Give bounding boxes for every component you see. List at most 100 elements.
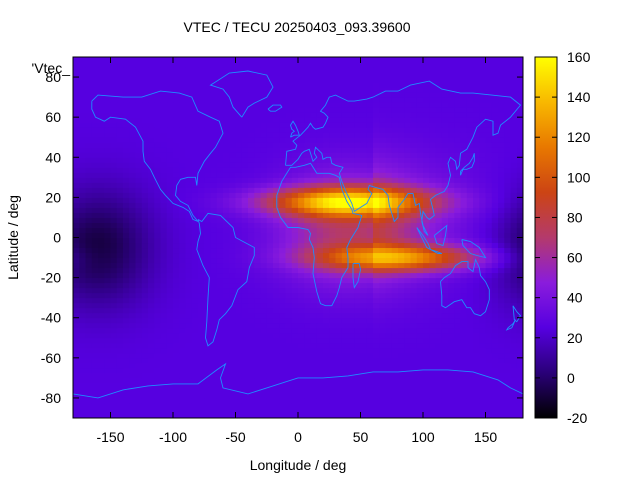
heatmap-cell [279,147,286,153]
heatmap-cell [429,262,436,269]
heatmap-cell [310,147,318,153]
heatmap-cell [429,272,436,279]
heatmap-cell [460,177,468,183]
heatmap-cell [273,382,280,389]
heatmap-cell [304,272,311,279]
heatmap-cell [260,212,268,218]
heatmap-cell [254,307,261,314]
heatmap-cell [423,92,430,98]
heatmap-cell [354,262,361,269]
heatmap-cell [166,187,174,193]
heatmap-cell [116,202,124,208]
heatmap-cell [510,292,518,299]
heatmap-cell [485,167,493,173]
heatmap-cell [398,372,405,379]
heatmap-cell [79,372,86,379]
heatmap-cell [266,342,274,349]
heatmap-cell [516,402,524,409]
heatmap-cell [135,377,143,384]
heatmap-cell [260,227,268,233]
heatmap-cell [485,137,493,143]
heatmap-cell [223,137,230,143]
heatmap-cell [235,302,243,309]
heatmap-cell [235,367,243,374]
heatmap-cell [348,327,355,334]
heatmap-cell [404,167,411,173]
heatmap-cell [410,242,418,249]
heatmap-cell [279,222,286,228]
heatmap-cell [510,167,518,173]
heatmap-cell [216,282,224,289]
heatmap-cell [479,227,486,233]
heatmap-cell [429,227,436,233]
heatmap-cell [498,192,505,198]
heatmap-cell [398,237,405,244]
heatmap-cell [454,317,461,324]
heatmap-cell [235,342,243,349]
heatmap-cell [398,162,405,168]
heatmap-cell [491,92,499,98]
heatmap-cell [404,132,411,138]
heatmap-cell [173,172,180,178]
heatmap-cell [135,92,143,98]
heatmap-cell [416,282,424,289]
heatmap-cell [329,117,336,123]
heatmap-cell [254,357,261,364]
heatmap-cell [423,287,430,294]
heatmap-cell [285,197,293,203]
heatmap-cell [485,352,493,359]
heatmap-cell [460,122,468,128]
heatmap-cell [479,302,486,309]
heatmap-cell [185,322,193,329]
heatmap-cell [173,297,180,304]
heatmap-cell [260,372,268,379]
heatmap-cell [160,167,168,173]
heatmap-cell [348,367,355,374]
heatmap-cell [123,87,130,93]
heatmap-cell [260,147,268,153]
heatmap-cell [160,397,168,404]
heatmap-cell [85,192,93,198]
heatmap-cell [316,177,324,183]
heatmap-cell [98,377,105,384]
heatmap-cell [248,322,255,329]
heatmap-cell [229,117,236,123]
heatmap-cell [79,377,86,384]
heatmap-cell [85,157,93,163]
heatmap-cell [279,92,286,98]
heatmap-cell [366,82,374,88]
heatmap-cell [235,267,243,274]
heatmap-cell [504,317,511,324]
heatmap-cell [354,287,361,294]
heatmap-cell [135,172,143,178]
heatmap-cell [191,342,199,349]
heatmap-cell [166,87,174,93]
heatmap-cell [448,127,455,133]
heatmap-cell [104,357,111,364]
heatmap-cell [466,267,474,274]
heatmap-cell [391,207,399,213]
heatmap-cell [429,252,436,259]
heatmap-cell [310,412,318,419]
heatmap-cell [510,327,518,334]
heatmap-cell [335,122,343,128]
heatmap-cell [123,112,130,118]
heatmap-cell [416,287,424,294]
heatmap-cell [185,262,193,269]
heatmap-cell [241,97,249,103]
heatmap-cell [173,162,180,168]
heatmap-cell [291,247,299,254]
heatmap-cell [98,217,105,223]
heatmap-cell [341,132,349,138]
heatmap-cell [85,82,93,88]
heatmap-cell [416,142,424,148]
heatmap-cell [135,132,143,138]
heatmap-cell [198,392,205,399]
heatmap-cell [279,97,286,103]
heatmap-cell [223,272,230,279]
heatmap-cell [198,342,205,349]
heatmap-cell [404,157,411,163]
heatmap-cell [116,337,124,344]
heatmap-cell [116,197,124,203]
heatmap-cell [510,237,518,244]
